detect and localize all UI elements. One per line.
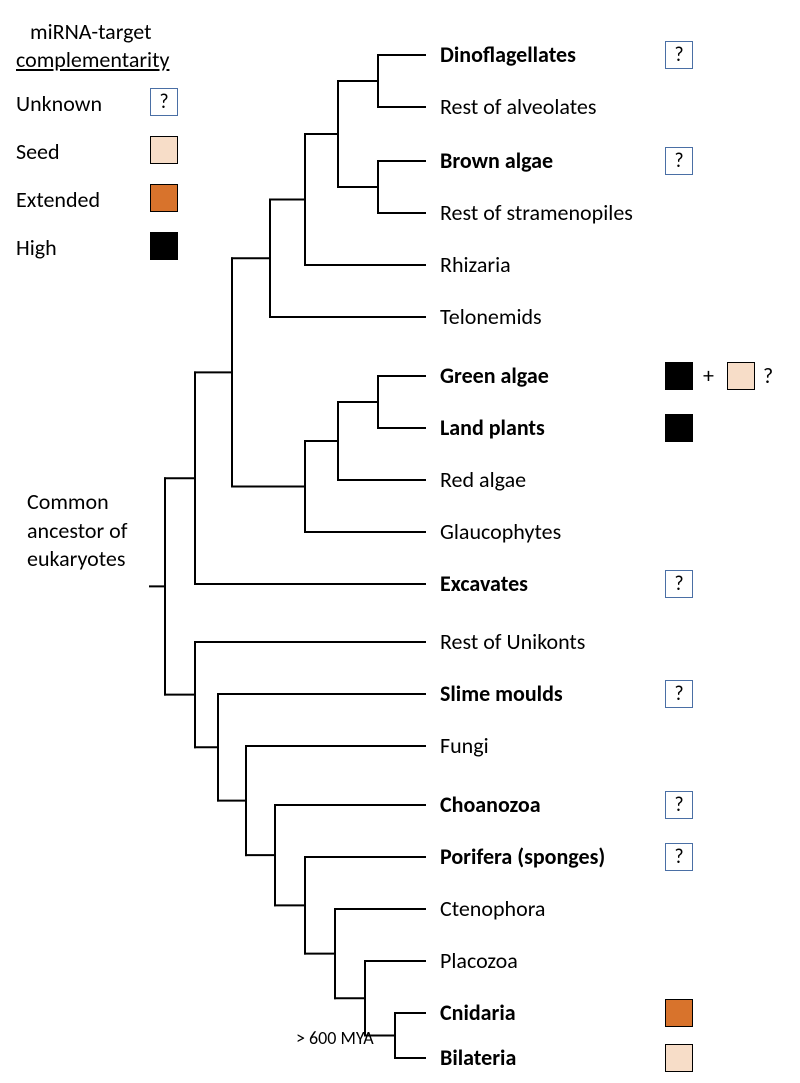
tip-label-galg: Green algae bbox=[440, 362, 549, 389]
marker-seed-icon bbox=[665, 1044, 693, 1072]
root-label-line1: Common bbox=[27, 488, 109, 515]
tip-label-plac: Placozoa bbox=[440, 947, 518, 974]
legend-item-unknown-label: Unknown bbox=[16, 90, 102, 117]
tip-label-unik: Rest of Unikonts bbox=[440, 628, 585, 655]
marker-unknown-icon: ? bbox=[665, 147, 693, 175]
marker-unknown-icon: ? bbox=[665, 41, 693, 69]
root-label: Common ancestor of eukaryotes bbox=[27, 488, 127, 574]
mya-label: > 600 MYA bbox=[296, 1027, 374, 1049]
legend-title-2: complementarity bbox=[16, 46, 169, 73]
tip-label-bila: Bilateria bbox=[440, 1044, 516, 1071]
marker-unknown-icon: ? bbox=[665, 570, 693, 598]
marker-unknown-icon: ? bbox=[665, 680, 693, 708]
tip-label-red: Red algae bbox=[440, 466, 526, 493]
legend-marker-seed-icon bbox=[150, 136, 178, 164]
marker-high-icon bbox=[665, 362, 693, 390]
tip-label-rhiz: Rhizaria bbox=[440, 251, 511, 278]
tip-label-stram: Rest of stramenopiles bbox=[440, 199, 633, 226]
legend-marker-unknown-icon: ? bbox=[150, 88, 178, 116]
marker-seed-icon bbox=[727, 362, 755, 390]
tip-label-slime: Slime moulds bbox=[440, 680, 563, 707]
tip-label-telo: Telonemids bbox=[440, 303, 542, 330]
legend-marker-high-icon bbox=[150, 232, 178, 260]
legend-item-high-label: High bbox=[16, 234, 57, 261]
tip-label-cten: Ctenophora bbox=[440, 895, 545, 922]
root-label-line3: eukaryotes bbox=[27, 545, 125, 572]
tip-label-glau: Glaucophytes bbox=[440, 518, 561, 545]
legend-title-1: miRNA-target bbox=[30, 18, 151, 45]
question-mark: ? bbox=[763, 362, 773, 389]
tip-label-brown: Brown algae bbox=[440, 147, 553, 174]
marker-high-icon bbox=[665, 414, 693, 442]
legend-marker-extended-icon bbox=[150, 184, 178, 212]
plus-symbol: + bbox=[703, 362, 714, 389]
legend-item-seed-label: Seed bbox=[16, 138, 60, 165]
tip-label-land: Land plants bbox=[440, 414, 545, 441]
tip-label-choan: Choanozoa bbox=[440, 791, 541, 818]
tip-label-exc: Excavates bbox=[440, 570, 528, 597]
legend-item-extended-label: Extended bbox=[16, 186, 100, 213]
root-label-line2: ancestor of bbox=[27, 517, 127, 544]
tip-label-dino: Dinoflagellates bbox=[440, 41, 576, 68]
tip-label-alv: Rest of alveolates bbox=[440, 93, 596, 120]
marker-extended-icon bbox=[665, 999, 693, 1027]
marker-unknown-icon: ? bbox=[665, 791, 693, 819]
marker-unknown-icon: ? bbox=[665, 843, 693, 871]
tip-label-cnid: Cnidaria bbox=[440, 999, 516, 1026]
tip-label-fungi: Fungi bbox=[440, 732, 489, 759]
tip-label-pori: Porifera (sponges) bbox=[440, 843, 605, 870]
